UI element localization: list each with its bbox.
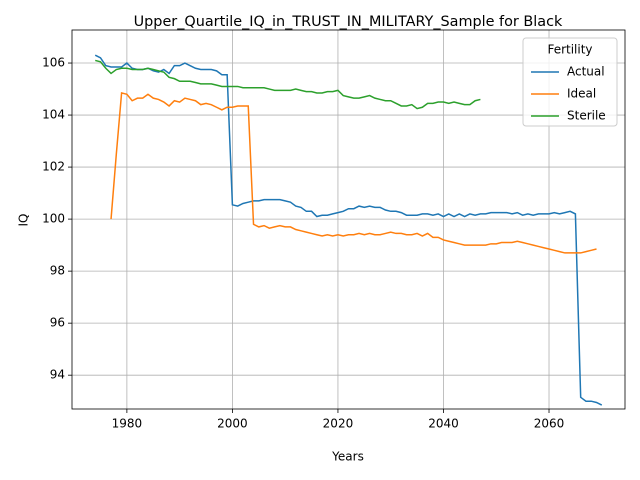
x-tick-label: 2000 [217, 417, 248, 431]
x-tick-label: 2040 [428, 417, 459, 431]
x-tick-label: 1980 [112, 417, 143, 431]
y-tick-label: 96 [50, 316, 65, 330]
y-tick-label: 106 [42, 56, 65, 70]
legend-label: Ideal [567, 87, 596, 101]
y-tick-label: 98 [50, 264, 65, 278]
y-tick-label: 102 [42, 160, 65, 174]
chart-title: Upper_Quartile_IQ_in_TRUST_IN_MILITARY_S… [134, 14, 563, 30]
legend-label: Actual [567, 65, 605, 79]
legend-label: Sterile [567, 109, 606, 123]
x-axis-label: Years [331, 450, 364, 464]
y-tick-label: 100 [42, 212, 65, 226]
line-series [110, 92, 597, 254]
legend-title: Fertility [547, 43, 592, 57]
x-tick-label: 2020 [323, 417, 354, 431]
x-tick-label: 2060 [534, 417, 565, 431]
y-tick-label: 94 [50, 368, 65, 382]
line-series [95, 59, 481, 110]
y-tick-label: 104 [42, 108, 65, 122]
plot-frame [71, 29, 626, 410]
legend-box [522, 37, 618, 127]
line-series [94, 54, 603, 406]
y-axis-label: IQ [17, 214, 31, 227]
